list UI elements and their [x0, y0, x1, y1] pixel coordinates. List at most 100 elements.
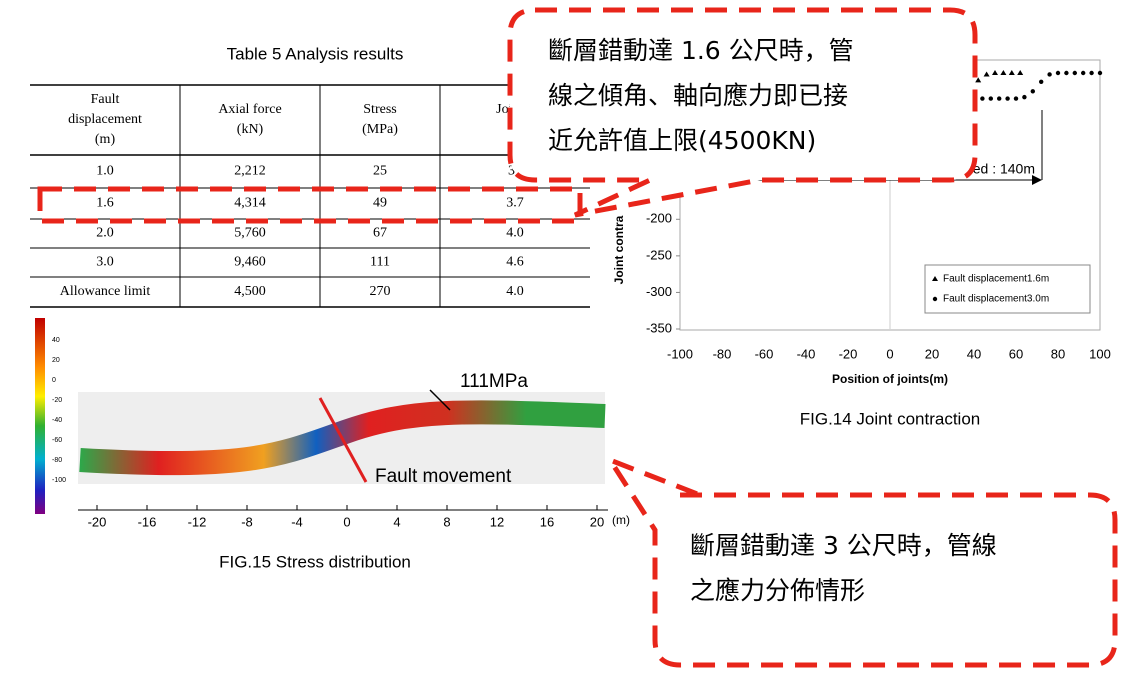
page-canvas: Table 5 Analysis results Fault displaceme… — [0, 0, 1132, 675]
table-cell: 67 — [373, 226, 387, 241]
page: Table 5 Analysis results Fault displaceme… — [0, 0, 1132, 675]
x-tick-label: 8 — [443, 514, 450, 529]
colorbar — [35, 318, 45, 514]
legend — [925, 265, 1090, 313]
table-cell: Allowance limit — [60, 284, 151, 299]
y-tick-label: -350 — [646, 320, 672, 335]
colorbar-label: -100 — [52, 477, 66, 484]
data-point — [1081, 71, 1085, 75]
data-point — [1056, 71, 1060, 75]
fault-label: Fault movement — [375, 466, 512, 487]
table-header: (m) — [95, 132, 116, 147]
data-point — [1000, 70, 1006, 75]
unit-label: (m) — [612, 513, 630, 527]
data-point — [975, 77, 981, 82]
table-cell: 4,314 — [234, 196, 266, 211]
x-tick-label: 12 — [490, 514, 504, 529]
data-point — [1073, 71, 1077, 75]
x-tick-label: -20 — [88, 514, 107, 529]
table: Fault displacement (m) Axial force (kN) Stres… — [30, 85, 590, 307]
table-cell: 270 — [370, 284, 391, 299]
x-tick-label: 4 — [393, 514, 400, 529]
legend-label: Fault displacement3.0m — [943, 294, 1049, 305]
data-point — [1089, 71, 1093, 75]
colorbar-label: 20 — [52, 357, 60, 364]
table-cell: 4.0 — [506, 226, 524, 241]
data-point — [992, 70, 998, 75]
y-axis-label: Joint contra — [612, 215, 626, 284]
x-tick-label: 0 — [343, 514, 350, 529]
x-tick-label: -8 — [241, 514, 253, 529]
x-tick-label: -60 — [755, 346, 774, 361]
data-point — [984, 71, 990, 76]
table-cell: 2,212 — [234, 164, 266, 179]
table-cell: 111 — [370, 255, 390, 270]
data-point — [1039, 80, 1043, 84]
callout-text: 線之傾角、軸向應力即已接 — [548, 81, 848, 110]
table-header: Fault — [91, 92, 120, 107]
caption: FIG.14 Joint contraction — [800, 409, 980, 428]
colorbar-label: -60 — [52, 437, 62, 444]
data-point — [1047, 72, 1051, 76]
colorbar-label: 40 — [52, 337, 60, 344]
table-header: (kN) — [237, 122, 264, 137]
y-tick-label: -300 — [646, 284, 672, 299]
data-point — [1017, 70, 1023, 75]
table-cell: 49 — [373, 196, 387, 211]
callout — [610, 460, 1115, 665]
table-cell: 25 — [373, 164, 387, 179]
table-cell: 1.0 — [96, 164, 114, 179]
x-tick-label: -80 — [713, 346, 732, 361]
highlight — [40, 189, 580, 221]
x-tick-label: -40 — [797, 346, 816, 361]
x-tick-label: 40 — [967, 346, 981, 361]
x-tick-label: -12 — [188, 514, 207, 529]
colorbar-label: -80 — [52, 457, 62, 464]
table-header: displacement — [68, 112, 142, 127]
table-cell: 3.7 — [506, 196, 524, 211]
callout-text: 斷層錯動達 3 公尺時，管線 — [690, 531, 997, 560]
peak-label: 111MPa — [460, 371, 528, 392]
x-tick-label: 20 — [590, 514, 604, 529]
table-header: (MPa) — [362, 122, 398, 137]
callout-text: 之應力分佈情形 — [690, 576, 865, 605]
y-tick-label: -250 — [646, 247, 672, 262]
legend-marker — [933, 297, 937, 301]
table-title: Table 5 Analysis results — [227, 44, 404, 63]
table-cell: 5,760 — [234, 226, 266, 241]
table-cell: 4.0 — [506, 284, 524, 299]
x-tick-label: 16 — [540, 514, 554, 529]
data-point — [1005, 96, 1009, 100]
callout-text: 近允許值上限(4500KN) — [548, 126, 816, 155]
table-cell: 9,460 — [234, 255, 266, 270]
colorbar-label: -40 — [52, 417, 62, 424]
x-axis-label: Position of joints(m) — [832, 372, 948, 386]
x-tick-label: 0 — [886, 346, 893, 361]
y-tick-label: -200 — [646, 211, 672, 226]
caption: FIG.15 Stress distribution — [219, 552, 411, 571]
callout-text: 斷層錯動達 1.6 公尺時，管 — [548, 36, 854, 65]
table-header: Stress — [363, 102, 396, 117]
x-tick-label: -16 — [138, 514, 157, 529]
table-cell: 2.0 — [96, 226, 114, 241]
data-point — [980, 96, 984, 100]
x-tick-label: 100 — [1089, 346, 1111, 361]
table-cell: 1.6 — [96, 196, 114, 211]
table-cell: 4,500 — [234, 284, 266, 299]
data-point — [989, 96, 993, 100]
data-point — [1009, 70, 1015, 75]
data-point — [1014, 96, 1018, 100]
colorbar-label: 0 — [52, 377, 56, 384]
data-point — [1098, 71, 1102, 75]
x-tick-label: -100 — [667, 346, 693, 361]
table-cell: 3.0 — [96, 255, 114, 270]
colorbar-label: -20 — [52, 397, 62, 404]
annotation: ed : 140m — [973, 161, 1035, 177]
data-point — [1031, 89, 1035, 93]
legend-label: Fault displacement1.6m — [943, 274, 1049, 285]
data-point — [1022, 95, 1026, 99]
table-cell: 4.6 — [506, 255, 524, 270]
x-tick-label: -20 — [839, 346, 858, 361]
x-tick-label: 20 — [925, 346, 939, 361]
table-header: Axial force — [218, 102, 281, 117]
